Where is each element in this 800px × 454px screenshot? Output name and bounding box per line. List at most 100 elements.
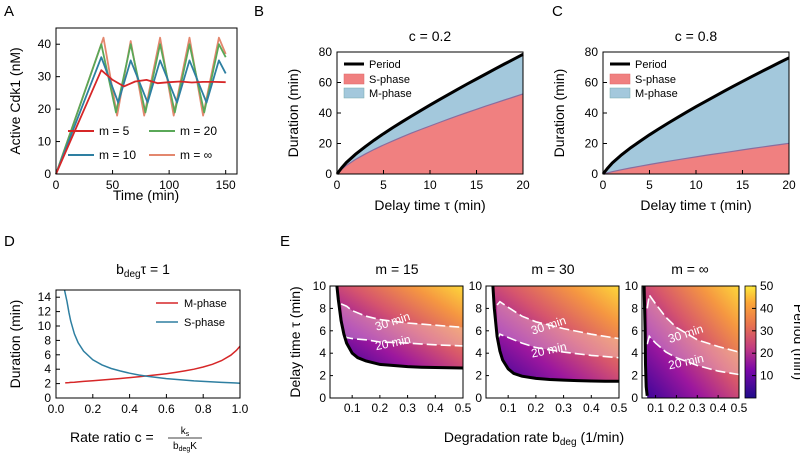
panel-e-title-minf: m = ∞ (671, 261, 709, 277)
period-line (335, 52, 524, 175)
panel-d-xtick-label: 0.6 (158, 402, 175, 416)
panel-e-ytick-label: 8 (475, 301, 482, 315)
contour-line (340, 303, 463, 329)
panel-d-ytick-label: 8 (44, 333, 51, 347)
colorbar-tick-label: 40 (760, 301, 774, 315)
contour-line (496, 333, 619, 359)
contour-line (646, 334, 739, 376)
panel-c-ytick-label: 40 (585, 106, 599, 120)
panel-d-ytick-label: 10 (38, 319, 52, 333)
panel-b-xtick-label: 10 (423, 178, 437, 192)
m-phase-area (337, 54, 523, 174)
panel-d-xtick-label: 0.8 (195, 402, 212, 416)
panel-c-ytick-label: 80 (585, 45, 599, 59)
panel-e-xtick-label: 0.2 (372, 401, 389, 415)
panel-d-line-chart: bdegτ = 1 0.0 0.2 0.4 0.6 0.8 1.002468101214 … (7, 261, 249, 453)
period-line (601, 56, 790, 175)
panel-d-xtick-label: 0.2 (84, 402, 101, 416)
panel-e-xtick-label: 0.5 (455, 401, 472, 415)
panel-d-xlabel-numerator: ks (181, 426, 190, 438)
panel-e-ytick-label: 2 (475, 369, 482, 383)
panel-c-xlabel: Delay time τ (min) (640, 197, 751, 213)
s-phase-boundary-line (336, 93, 524, 175)
panel-a-plot-area (55, 36, 227, 175)
panel-b-ytick-label: 60 (319, 76, 333, 90)
panel-b-area-chart: c = 0.2 0 5 10 15 20 0 20 40 60 80 Delay time τ (… (285, 28, 530, 213)
s-phase-area (603, 143, 789, 174)
panel-c-xtick-label: 0 (600, 178, 607, 192)
oscillation-boundary (491, 286, 619, 383)
panel-b-xlabel: Delay time τ (min) (374, 197, 485, 213)
panel-d-xtick-label: 0.0 (48, 402, 65, 416)
panel-d-xlabel-text: Rate ratio c = (70, 429, 154, 445)
panel-e-ytick-label: 2 (631, 369, 638, 383)
contour-line (343, 334, 463, 347)
legend-label-s-phase: S-phase (184, 317, 225, 329)
panel-e-xtick-label: 0.3 (555, 401, 572, 415)
panel-e-ytick-label: 8 (319, 301, 326, 315)
s-phase-boundary-line (602, 142, 790, 175)
panel-d-ytick-label: 6 (44, 348, 51, 362)
contour-line (646, 292, 739, 353)
panel-a-frame (55, 27, 238, 175)
legend-swatch-s-phase (343, 73, 365, 85)
panel-c-plot-area (601, 56, 790, 175)
panel-d-ytick-label: 2 (44, 377, 51, 391)
legend-label-m-phase: M-phase (184, 298, 227, 310)
panel-c-xtick-label: 5 (646, 178, 653, 192)
panel-e-xtick-label: 0.5 (611, 401, 628, 415)
heatmap-fill (492, 286, 619, 382)
panel-label-e: E (280, 233, 290, 250)
panel-a-ytick-label: 20 (38, 102, 52, 116)
panel-e-ytick-label: 6 (631, 324, 638, 338)
series-line (55, 56, 227, 175)
panel-a-ytick-label: 10 (38, 135, 52, 149)
panel-d-frame (55, 289, 241, 399)
legend-label-period: Period (369, 59, 401, 71)
heatmap-fill (336, 286, 463, 368)
colorbar-label: Period (min) (791, 304, 800, 380)
panel-e-ytick-label: 4 (319, 346, 326, 360)
contour-band (647, 295, 739, 375)
contour-band (497, 301, 619, 358)
legend-swatch-s-phase (609, 73, 631, 85)
panel-e-xlabel: Degradation rate bdeg (1/min) (444, 429, 624, 448)
panel-a-xtick-label: 50 (106, 178, 120, 192)
panel-e-xtick-label: 0.1 (647, 401, 664, 415)
panel-e-ytick-label: 0 (475, 391, 482, 405)
panel-a-xlabel: Time (min) (113, 187, 179, 203)
panel-e-ytick-label: 4 (631, 346, 638, 360)
panel-a-ytick-label: 40 (38, 37, 52, 51)
panel-e-ytick-label: 0 (631, 391, 638, 405)
panel-c-xtick-label: 15 (736, 178, 750, 192)
panel-e-xtick-label: 0.4 (427, 401, 444, 415)
panel-e-xtick-label: 0.2 (528, 401, 545, 415)
series-line (63, 289, 241, 384)
panel-label-b: B (254, 3, 264, 20)
panel-e-ytick-label: 2 (319, 369, 326, 383)
panel-label-d: D (4, 233, 15, 250)
panel-e-xtick-label: 0.1 (500, 401, 517, 415)
colorbar (744, 285, 757, 399)
panel-b-xtick-label: 0 (334, 178, 341, 192)
colorbar-tick-label: 30 (760, 324, 774, 338)
heatmap-frame (485, 285, 620, 399)
panel-e-xtick-label: 0.5 (731, 401, 748, 415)
panel-e-xtick-label: 0.2 (668, 401, 685, 415)
colorbar-tick-label: 20 (760, 346, 774, 360)
panel-c-xtick-label: 20 (782, 178, 796, 192)
panel-e-ytick-label: 10 (625, 279, 639, 293)
panel-e-ytick-label: 4 (475, 346, 482, 360)
panel-e-title-m15: m = 15 (375, 261, 418, 277)
panel-a-ytick-label: 30 (38, 70, 52, 84)
panel-a-line-chart: 0 50 100 150 0 10 20 30 40 Time (min) Active Cdk… (7, 27, 238, 203)
panel-e-ytick-label: 10 (313, 279, 327, 293)
series-line (65, 345, 241, 384)
panel-d-legend: M-phase S-phase (156, 298, 227, 329)
panel-d-ytick-label: 14 (38, 290, 52, 304)
heatmap-frame (641, 285, 740, 399)
